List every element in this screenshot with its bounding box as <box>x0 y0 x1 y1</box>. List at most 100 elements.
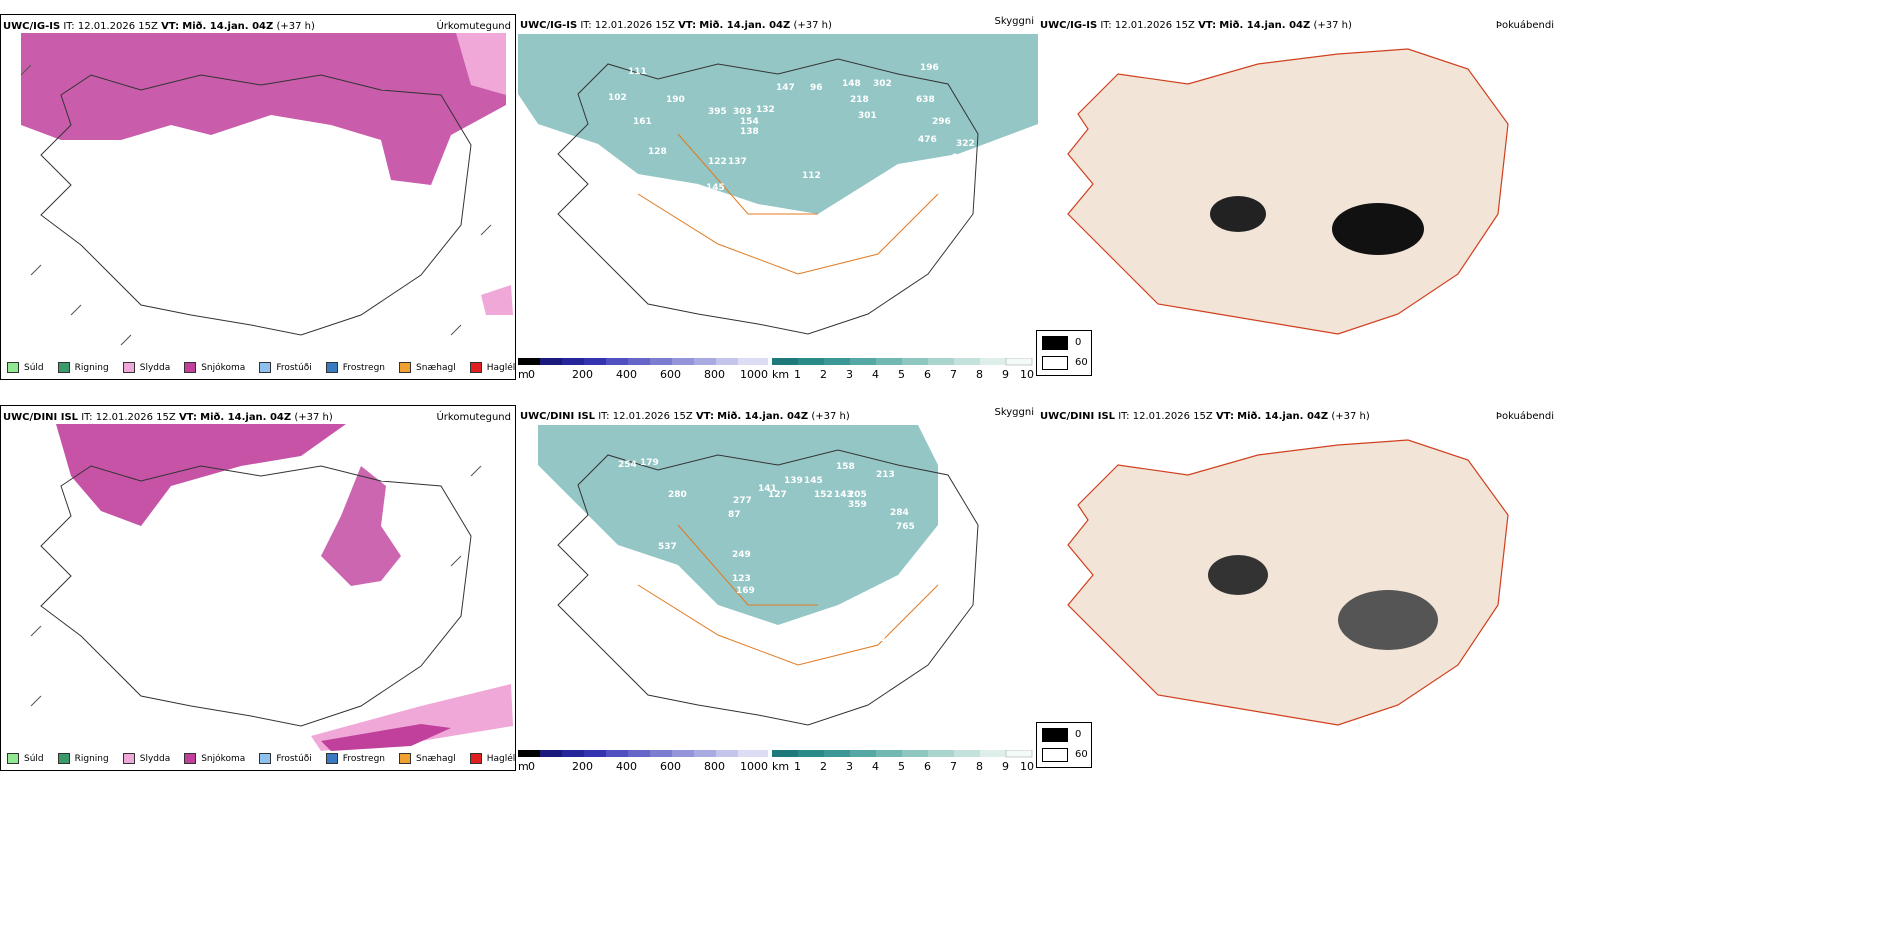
legend-item: Súld <box>7 362 44 373</box>
visibility-label: 145 <box>804 476 823 486</box>
precip-panel-row1: UWC/IG-IS IT: 12.01.2026 15Z VT: Mið. 14… <box>0 14 516 380</box>
visibility-label: 461 <box>868 634 887 644</box>
visibility-label: 141 <box>758 484 777 494</box>
visibility-label: 147 <box>776 83 795 93</box>
visibility-tick: 3 <box>846 368 853 381</box>
iceland-land <box>1067 48 1509 335</box>
visibility-tick: 5 <box>898 760 905 773</box>
ceiling-tick: 200 <box>572 760 593 773</box>
fog-core <box>1332 203 1424 255</box>
precip-legend: Súld Rigning Slydda Snjókoma Frostúði Fr… <box>7 753 515 764</box>
visibility-tick: 2 <box>820 368 827 381</box>
panel-title: Skyggni <box>994 16 1034 27</box>
panel-title: Skyggni <box>994 407 1034 418</box>
ceiling-colorbar-swatches <box>518 358 768 365</box>
ceiling-colorbar-row2: m 0 200 400 600 800 1000 <box>518 750 770 776</box>
visibility-panel-row1: UWC/IG-IS IT: 12.01.2026 15Z VT: Mið. 14… <box>518 14 1038 380</box>
visibility-tick: 8 <box>976 368 983 381</box>
iceland-coastline <box>557 449 979 726</box>
snow-area <box>56 424 346 526</box>
visibility-label: 284 <box>890 508 909 518</box>
visibility-label: 127 <box>768 490 787 500</box>
visibility-label: 139 <box>784 476 803 486</box>
ceiling-colorbar-swatches <box>518 750 768 757</box>
visibility-tick: 9 <box>1002 760 1009 773</box>
snow-area <box>21 33 506 185</box>
fog-core <box>1338 590 1438 650</box>
fog-legend-high: 60 <box>1075 357 1088 368</box>
legend-item: Snjókoma <box>184 753 245 764</box>
panel-header: UWC/DINI ISL IT: 12.01.2026 15Z VT: Mið.… <box>520 411 850 422</box>
fog-area <box>1208 555 1268 595</box>
legend-item: Frostúði <box>259 362 312 373</box>
visibility-label: 169 <box>736 586 755 596</box>
visibility-label: 213 <box>876 470 895 480</box>
visibility-label: 161 <box>633 117 652 127</box>
visibility-tick: 7 <box>950 760 957 773</box>
visibility-label: 302 <box>873 79 892 89</box>
fog-legend-low: 0 <box>1075 337 1082 348</box>
visibility-label: 112 <box>802 171 821 181</box>
panel-title: Þokuábendi <box>1495 20 1554 31</box>
visibility-label: 152 <box>814 490 833 500</box>
visibility-label: 254 <box>618 460 637 470</box>
iceland-land <box>1067 439 1509 726</box>
fog-legend-row2: 0 60 <box>1036 722 1092 768</box>
visibility-label: 205 <box>848 490 867 500</box>
visibility-label: 148 <box>842 79 861 89</box>
panel-header: UWC/IG-IS IT: 12.01.2026 15Z VT: Mið. 14… <box>1040 20 1352 31</box>
precip-map <box>20 33 513 346</box>
panel-header: UWC/DINI ISL IT: 12.01.2026 15Z VT: Mið.… <box>3 412 333 423</box>
visibility-label: 638 <box>916 95 935 105</box>
panel-header: UWC/IG-IS IT: 12.01.2026 15Z VT: Mið. 14… <box>3 21 315 32</box>
fog-area <box>1210 196 1266 232</box>
visibility-label: 394 <box>856 616 875 626</box>
visibility-unit: km <box>772 760 790 773</box>
iceland-coastline <box>40 74 472 336</box>
visibility-panel-row2: UWC/DINI ISL IT: 12.01.2026 15Z VT: Mið.… <box>518 405 1038 771</box>
visibility-label: 249 <box>732 550 751 560</box>
visibility-tick: 2 <box>820 760 827 773</box>
snow-area-south <box>321 724 451 751</box>
legend-item: Snæhagl <box>399 362 456 373</box>
visibility-label: 765 <box>896 522 915 532</box>
fog-legend-high: 60 <box>1075 749 1088 760</box>
visibility-label: 96 <box>810 83 823 93</box>
visibility-label: 102 <box>608 93 627 103</box>
visibility-tick: 1 <box>794 760 801 773</box>
visibility-label: 280 <box>668 490 687 500</box>
fog-panel-row1: UWC/IG-IS IT: 12.01.2026 15Z VT: Mið. 14… <box>1038 14 1558 380</box>
fog-map <box>1067 439 1509 726</box>
visibility-label: 111 <box>628 67 647 77</box>
iceland-coastline <box>40 465 472 727</box>
visibility-label: 97 <box>638 574 651 584</box>
visibility-colorbar-row2: km 1 2 3 4 5 6 7 8 9 10 <box>772 750 1034 776</box>
low-visibility-area <box>518 34 1038 214</box>
visibility-tick: 3 <box>846 760 853 773</box>
ceiling-tick: 1000 <box>740 760 768 773</box>
ceiling-tick: 0 <box>528 760 535 773</box>
visibility-label: 179 <box>640 458 659 468</box>
visibility-label: 132 <box>756 105 775 115</box>
visibility-label: 148 <box>598 586 617 596</box>
visibility-tick: 5 <box>898 368 905 381</box>
visibility-colorbar-row1: km 1 2 3 4 5 6 7 8 9 10 <box>772 358 1034 384</box>
ceiling-tick: 200 <box>572 368 593 381</box>
legend-item: Frostregn <box>325 753 385 764</box>
visibility-label: 359 <box>848 500 867 510</box>
panel-title: Úrkomutegund <box>436 21 511 32</box>
legend-item: Haglél <box>469 753 515 764</box>
panel-title: Úrkomutegund <box>436 412 511 423</box>
visibility-label: 277 <box>733 496 752 506</box>
snow-area-east <box>321 466 401 586</box>
visibility-tick: 4 <box>872 760 879 773</box>
visibility-label: 154 <box>740 117 759 127</box>
legend-item: Snæhagl <box>399 753 456 764</box>
wind-barbs <box>30 465 482 707</box>
visibility-map: 111 102 190 161 128 126 395 303 132 154 … <box>518 34 1038 335</box>
ceiling-colorbar-row1: m 0 200 400 600 800 1000 <box>518 358 770 384</box>
legend-item: Rigning <box>57 362 109 373</box>
visibility-tick: 1 <box>794 368 801 381</box>
legend-item: Haglél <box>469 362 515 373</box>
visibility-label: 301 <box>858 111 877 121</box>
